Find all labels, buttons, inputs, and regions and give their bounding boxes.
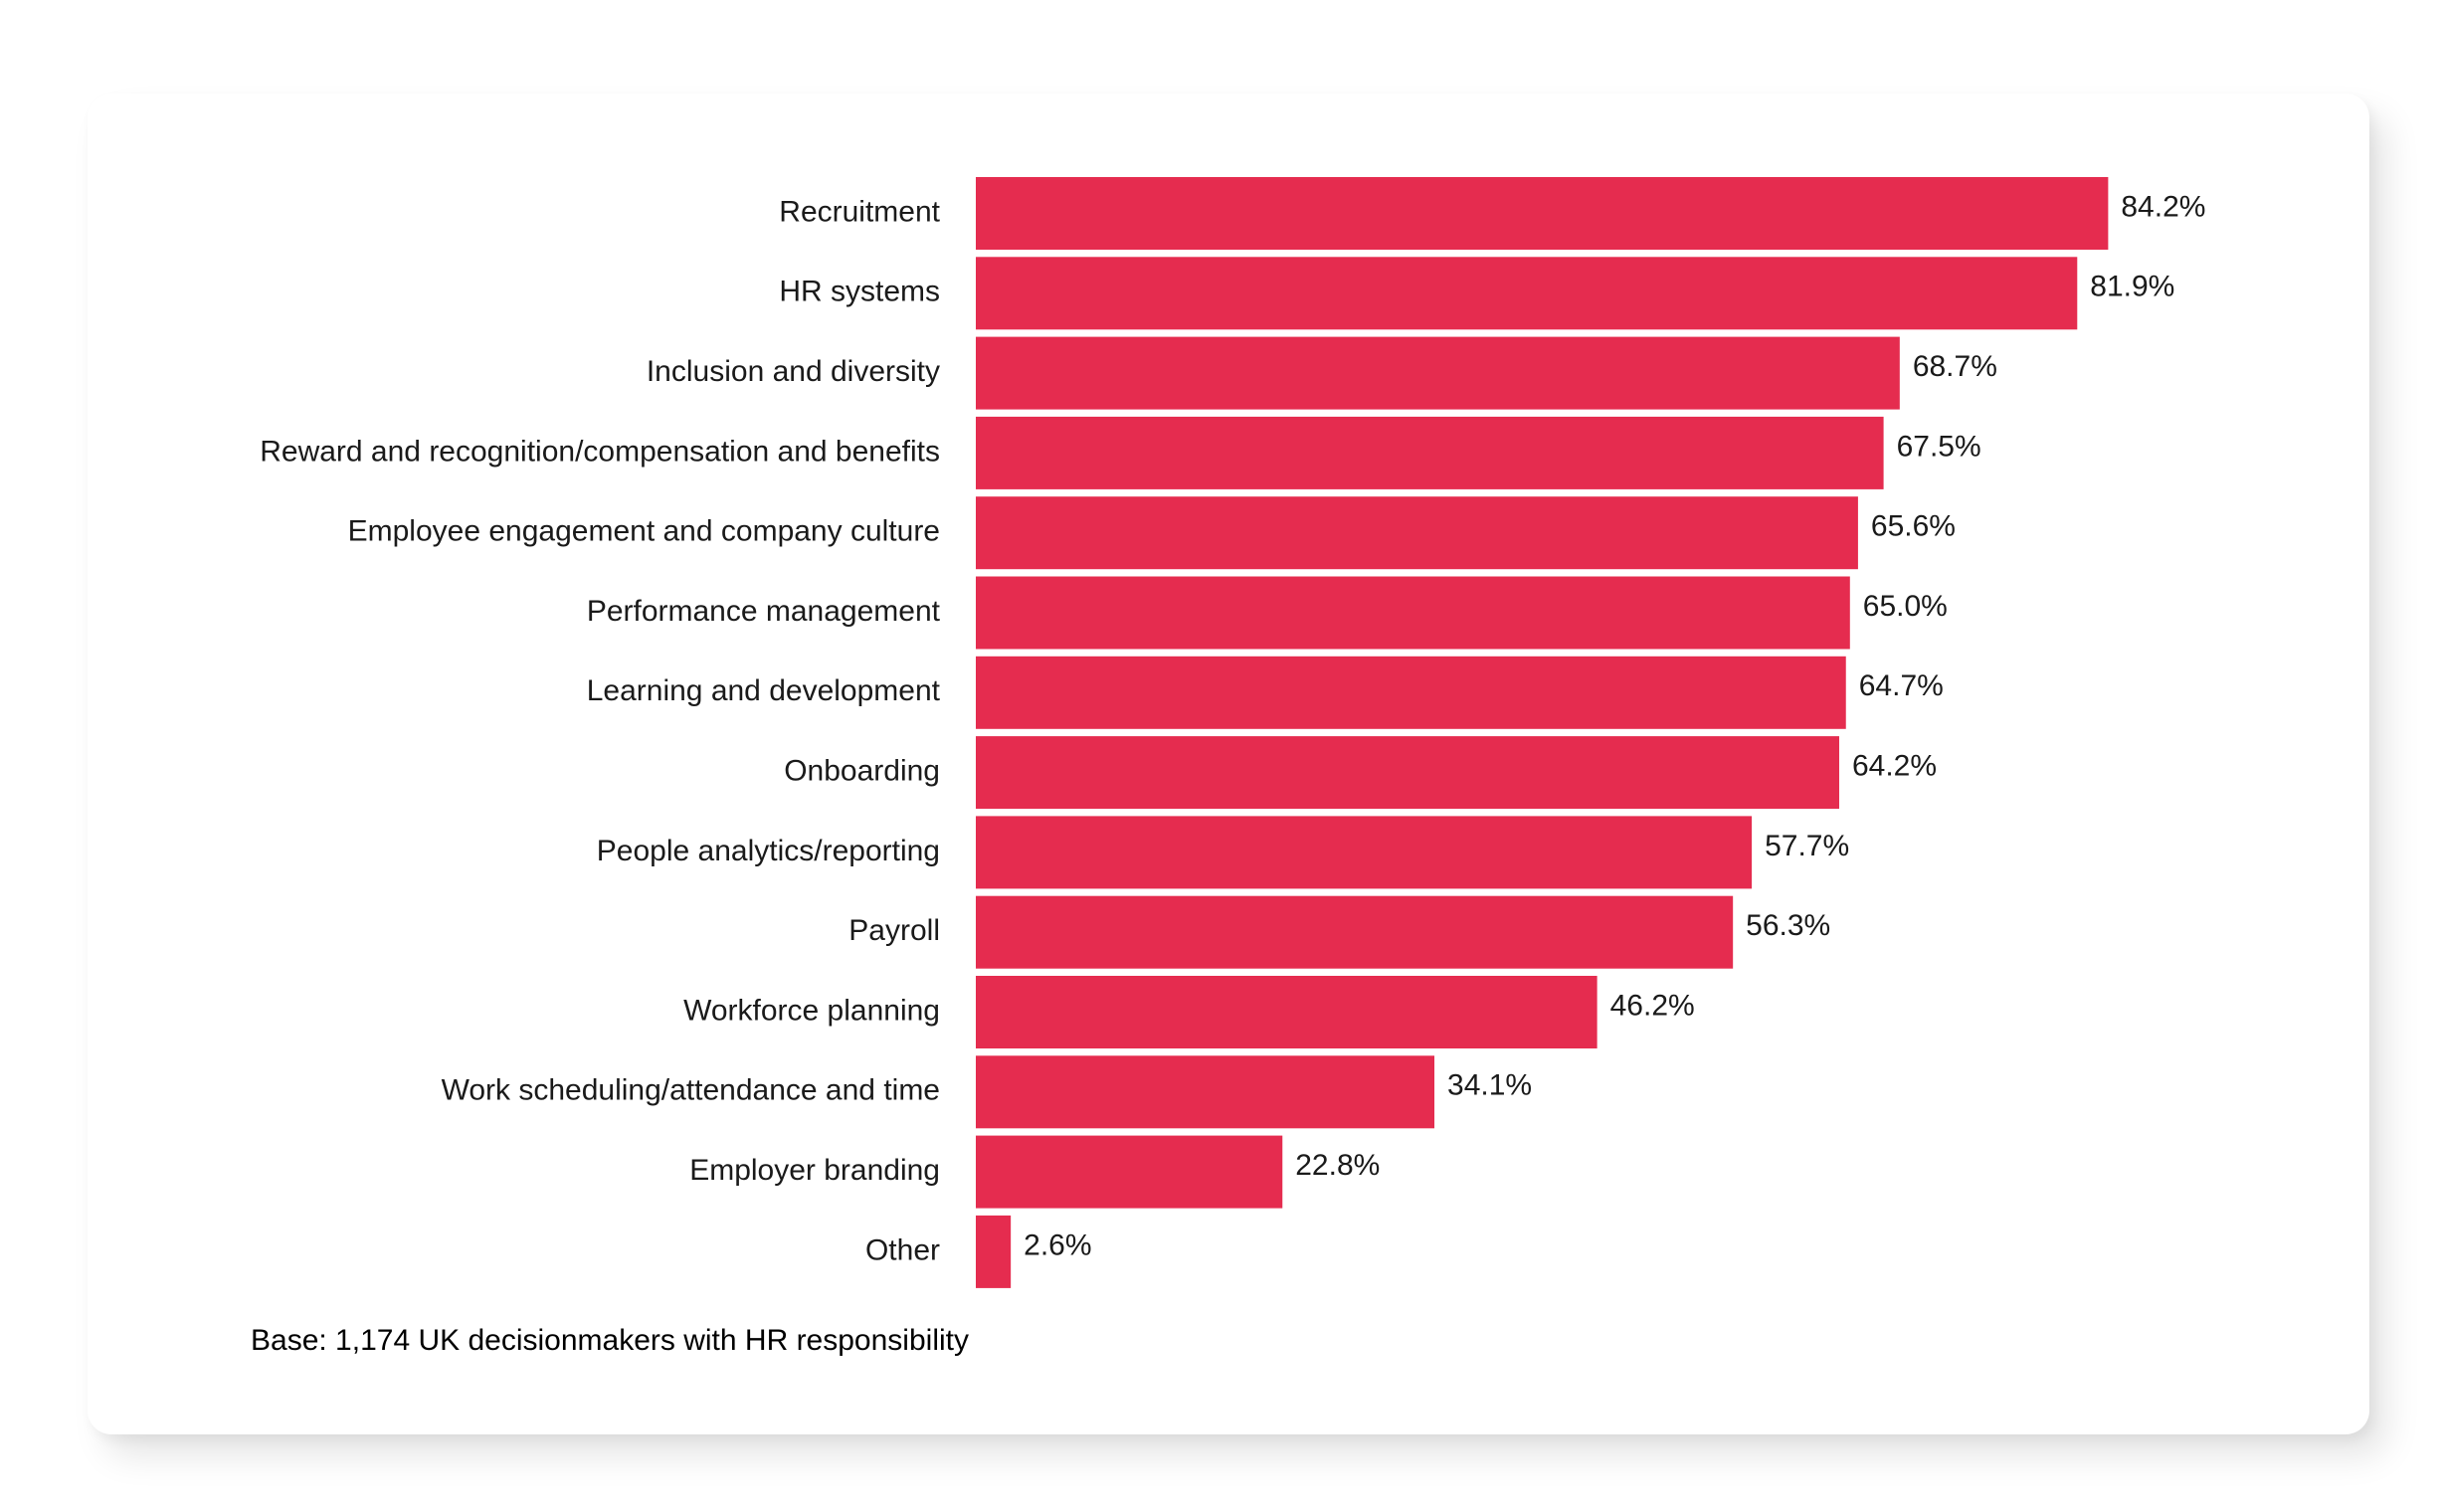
bar-hr-systems [976, 257, 2078, 330]
value-label-hr-systems: 81.9% [2090, 271, 2174, 303]
bar-reward-and-recognition-compensation-and-benefits [976, 416, 1884, 489]
bar-performance-management [976, 576, 1850, 650]
bar-payroll [976, 895, 1734, 969]
bar-employer-branding [976, 1135, 1283, 1209]
bar-learning-and-development [976, 656, 1846, 729]
category-label-reward-and-recognition-compensation-and-benefits: Reward and recognition/compensation and … [260, 435, 940, 468]
value-label-people-analytics-reporting: 57.7% [1765, 830, 1849, 862]
value-label-reward-and-recognition-compensation-and-benefits: 67.5% [1897, 430, 1981, 463]
value-label-work-scheduling-attendance-and-time: 34.1% [1447, 1069, 1532, 1102]
bar-employee-engagement-and-company-culture [976, 496, 1858, 570]
category-label-other: Other [865, 1233, 940, 1266]
category-label-employee-engagement-and-company-culture: Employee engagement and company culture [348, 515, 940, 548]
value-label-payroll: 56.3% [1746, 909, 1830, 942]
bar-onboarding [976, 736, 1839, 810]
category-label-recruitment: Recruitment [779, 195, 940, 228]
bar-inclusion-and-diversity [976, 336, 1900, 410]
base-footnote: Base: 1,174 UK decisionmakers with HR re… [251, 1324, 969, 1357]
bar-workforce-planning [976, 976, 1597, 1048]
category-label-people-analytics-reporting: People analytics/reporting [597, 835, 940, 867]
bar-other [976, 1215, 1012, 1288]
value-label-performance-management: 65.0% [1863, 590, 1948, 623]
value-label-onboarding: 64.2% [1852, 750, 1937, 783]
bar-recruitment [976, 177, 2109, 250]
category-label-hr-systems: HR systems [779, 276, 940, 308]
value-label-other: 2.6% [1024, 1228, 1091, 1261]
category-label-inclusion-and-diversity: Inclusion and diversity [647, 355, 940, 388]
value-label-employee-engagement-and-company-culture: 65.6% [1871, 510, 1956, 543]
bar-people-analytics-reporting [976, 816, 1753, 889]
category-label-workforce-planning: Workforce planning [683, 994, 940, 1027]
category-label-learning-and-development: Learning and development [587, 674, 941, 707]
value-label-inclusion-and-diversity: 68.7% [1913, 350, 1997, 383]
category-label-work-scheduling-attendance-and-time: Work scheduling/attendance and time [442, 1074, 940, 1107]
bar-work-scheduling-attendance-and-time [976, 1055, 1435, 1129]
value-label-recruitment: 84.2% [2121, 190, 2205, 223]
value-label-employer-branding: 22.8% [1295, 1149, 1380, 1182]
value-label-workforce-planning: 46.2% [1610, 989, 1695, 1022]
value-label-learning-and-development: 64.7% [1859, 669, 1944, 702]
category-label-payroll: Payroll [848, 914, 940, 947]
category-label-onboarding: Onboarding [784, 755, 940, 788]
category-label-performance-management: Performance management [587, 595, 941, 628]
category-label-employer-branding: Employer branding [689, 1154, 940, 1187]
